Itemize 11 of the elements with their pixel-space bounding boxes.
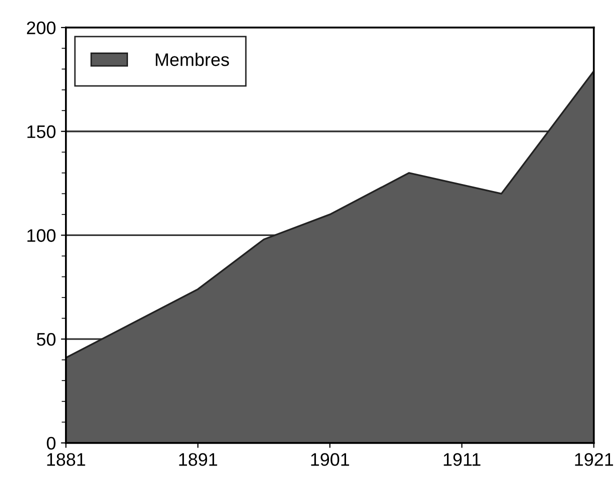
y-tick-label: 50 — [36, 333, 56, 346]
x-tick-label: 1911 — [444, 453, 480, 466]
y-tick-label: 0 — [46, 436, 56, 450]
x-tick-label: 1901 — [311, 453, 350, 466]
x-tick-label: 1881 — [47, 453, 86, 466]
x-tick-label: 1891 — [179, 453, 218, 466]
x-tick-label: 1921 — [575, 453, 614, 466]
legend-label: Membres — [156, 52, 229, 66]
y-tick-label: 200 — [26, 21, 56, 34]
y-tick-label: 150 — [27, 125, 56, 138]
y-tick-label: 100 — [27, 229, 56, 242]
